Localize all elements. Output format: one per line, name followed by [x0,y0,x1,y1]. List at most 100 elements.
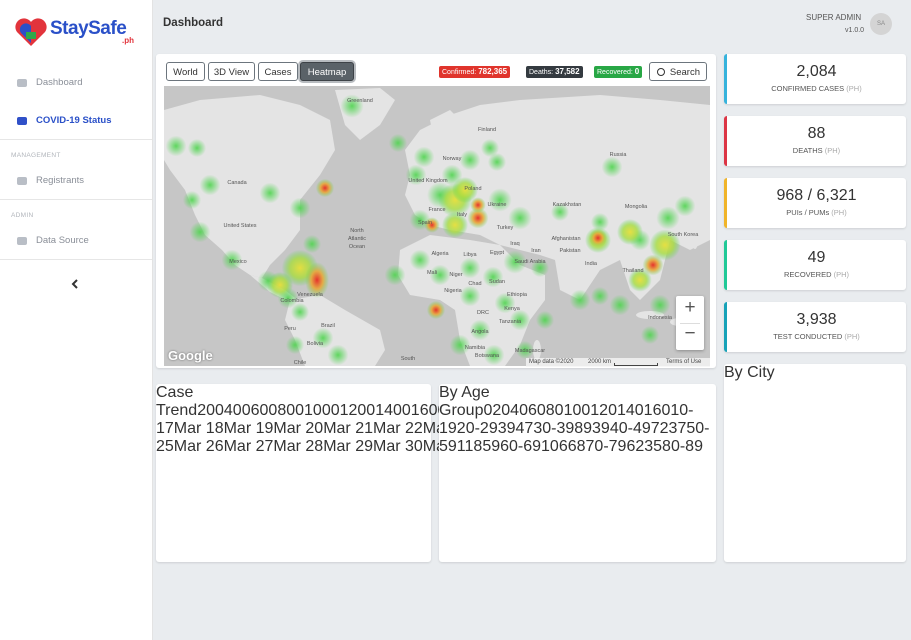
heat-spot [327,344,349,366]
separator [0,199,152,200]
heat-spot [649,229,681,261]
map-label: United Kingdom [408,178,448,184]
map-label: Pakistan [559,248,580,254]
y-tick-label: 40 [510,402,528,419]
section-title: MANAGEMENT [11,152,61,159]
stat-label-suffix: (PH) [824,146,841,155]
nav-item[interactable]: Registrants [36,175,85,186]
collapse-button[interactable] [70,278,80,290]
tab[interactable]: World [166,62,205,81]
heat-spot [503,250,527,274]
page-title: Dashboard [163,17,224,29]
y-tick-label: 1400 [375,402,411,419]
nav-icon [17,79,27,87]
map-label: Bolivia [307,341,324,347]
heat-spot [449,334,471,356]
map-label: South Korea [668,232,700,238]
nav-item-active[interactable]: COVID-19 Status [36,115,112,126]
map-attribution: Map data ©2020 [529,359,574,365]
stat-value: 49 [807,249,826,266]
map-label: Egypt [490,250,505,256]
tab[interactable]: 3D View [208,62,255,81]
bar-label: 68 [567,438,586,455]
avatar[interactable]: SA [870,13,892,35]
heat-spot [590,286,610,306]
map-label: Ocean [349,244,365,250]
stat-value: 968 / 6,321 [776,187,857,204]
x-tick-label: 20-29 [456,420,498,437]
bar-label: 89 [574,420,593,437]
age-group-card: By Age Group02040608010012014016010-1920… [439,384,716,562]
badge: Deaths: 37,582 [526,66,583,78]
tab-active[interactable]: Heatmap [300,62,354,81]
stat-label: DEATHS (PH) [727,146,906,155]
heat-spot [267,272,293,298]
heat-spot [601,156,623,178]
city-card: By City [724,364,906,562]
heat-spot [482,266,504,288]
heat-spot [459,257,481,279]
map-terms[interactable]: Terms of Use [666,359,702,365]
heat-spot [459,149,481,171]
heat-spot [413,146,435,168]
sidebar: StaySafe .ph Dashboard COVID-19 Status M… [0,0,153,640]
heat-spot [487,152,507,172]
logo-icon [15,18,47,46]
y-tick-label: 200 [197,402,224,419]
map-label: Niger [449,272,462,278]
nav-item[interactable]: Dashboard [36,77,83,88]
stat-label-text: CONFIRMED CASES [771,84,845,93]
tab[interactable]: Cases [258,62,298,81]
heat-spot [165,135,187,157]
map-label: DRC [477,310,489,316]
stat-card: 49 RECOVERED (PH) [724,240,906,290]
zoom-control: + − [676,296,704,350]
heat-spot [429,264,451,286]
map-label: Finland [478,127,496,133]
heat-spot [488,188,512,212]
map-label: Atlantic [348,236,366,242]
heat-spot [508,206,532,230]
map-label: Tanzania [499,319,522,325]
heat-spot [640,325,660,345]
badge-label: Recovered: [597,69,633,76]
heat-spot [480,138,500,158]
map-label: France [428,207,445,213]
heat-spot [642,254,664,276]
map-label: Italy [457,212,467,218]
section-title: ADMIN [11,212,34,219]
user-name: SUPER ADMIN [806,13,862,22]
heatmap[interactable]: Greenland Finland Norway Russia Canada United… [164,86,710,366]
map-label: Kenya [504,306,521,312]
bar-label: 35 [644,438,663,455]
x-tick-label: Mar 18 [173,420,224,437]
stat-label-text: RECOVERED [783,270,832,279]
x-tick-label: Mar 30 [372,438,423,455]
heat-spot [388,133,408,153]
heat-spot [470,197,486,213]
stat-value: 2,084 [796,63,837,80]
map-label: Afghanistan [551,236,580,242]
map-label: Chile [294,360,307,366]
stat-label-text: DEATHS [792,146,823,155]
stat-label-text: TEST CONDUCTED [773,332,843,341]
bar-label: 47 [515,420,534,437]
x-tick-label: 50-59 [439,420,710,455]
heat-spot [285,335,305,355]
map-label: South [401,356,415,362]
google-logo: Google [168,348,213,363]
heat-spot [483,344,505,366]
zoom-in[interactable]: + [684,297,696,318]
map-scale: 2000 km [588,359,612,365]
heat-spot [609,294,631,316]
badge-label: Deaths: [529,69,554,76]
y-tick-label: 80 [545,402,564,419]
y-tick-label: 140 [616,402,644,419]
map-label: Iran [531,248,540,254]
map-label: Nigeria [444,288,462,294]
nav-item[interactable]: Data Source [36,235,89,246]
search-button[interactable]: Search [649,62,707,81]
map-label: Mali [427,270,437,276]
zoom-out[interactable]: − [684,323,696,344]
